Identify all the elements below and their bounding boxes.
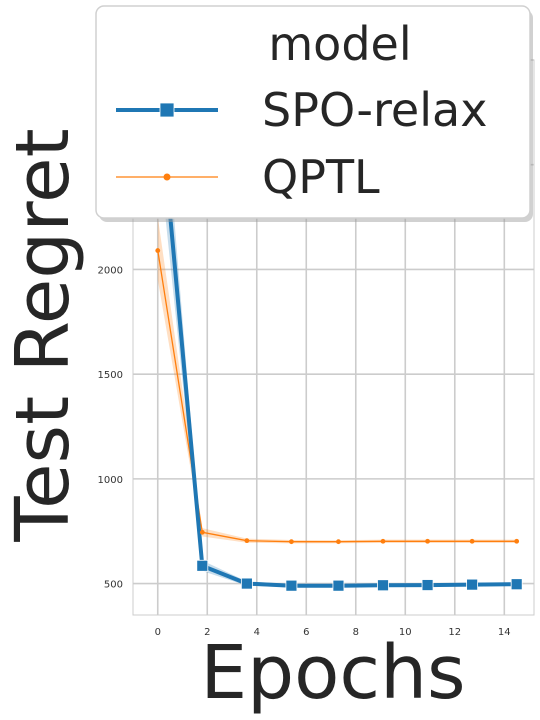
series-markers [151, 75, 523, 592]
legend-box [95, 5, 531, 219]
legend-marker [163, 173, 171, 181]
y-tick-labels: 500 1000 1500 2000 [98, 265, 123, 590]
x-tick-label: 6 [303, 627, 309, 638]
x-tick-label: 0 [155, 627, 161, 638]
data-point [244, 538, 250, 544]
y-tick-label: 2000 [98, 265, 123, 276]
legend-label: SPO-relax [262, 83, 487, 137]
x-axis-title: Epochs [200, 630, 465, 716]
x-tick-labels: 0 2 4 6 8 10 12 14 [155, 627, 511, 638]
data-point [240, 577, 253, 590]
x-tick-label: 12 [448, 627, 461, 638]
data-point [466, 578, 479, 591]
data-point [425, 538, 430, 544]
y-axis-title: Test Regret [0, 128, 86, 542]
data-point [421, 579, 434, 591]
x-tick-label: 2 [204, 627, 210, 638]
data-point [196, 559, 209, 572]
data-point [380, 538, 386, 544]
data-point [336, 539, 341, 545]
data-point [377, 579, 389, 592]
legend-label: QPTL [262, 150, 380, 204]
legend-marker [159, 102, 175, 118]
data-point [332, 579, 345, 592]
legend-title: model [268, 17, 411, 71]
data-point [289, 539, 294, 545]
y-tick-label: 1000 [98, 475, 123, 486]
data-point [155, 248, 161, 253]
data-point [199, 529, 205, 535]
data-point [514, 538, 520, 544]
x-tick-label: 14 [498, 627, 511, 638]
x-tick-label: 8 [353, 627, 359, 638]
x-tick-label: 10 [399, 627, 412, 638]
legend: model SPO-relax QPTL [95, 5, 533, 222]
y-tick-label: 1500 [98, 370, 123, 381]
x-tick-label: 4 [254, 627, 260, 638]
data-point [469, 538, 475, 544]
data-point [285, 579, 298, 592]
data-point [510, 578, 523, 591]
y-tick-label: 500 [104, 580, 123, 591]
